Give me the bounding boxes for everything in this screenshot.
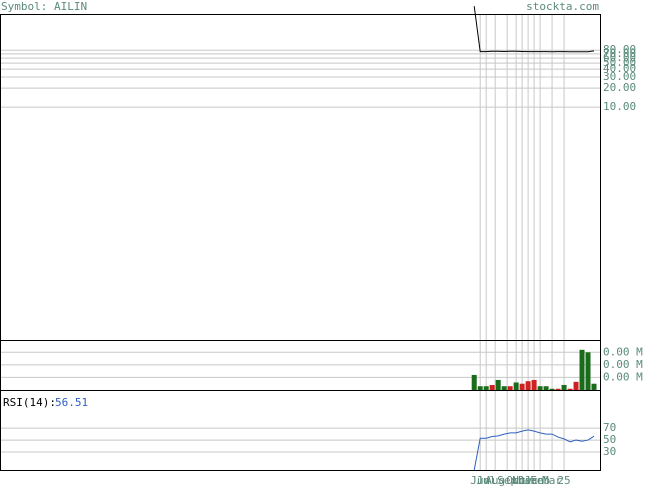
x-tick-label: Aug bbox=[485, 474, 505, 486]
x-tick-label: Mar bbox=[542, 474, 562, 486]
volume-bar bbox=[567, 388, 573, 390]
y-tick-label: 50 bbox=[603, 433, 616, 446]
price-line bbox=[473, 6, 595, 53]
x-tick-label: Feb bbox=[530, 474, 550, 486]
volume-bar bbox=[591, 383, 597, 390]
y-tick-label: 10.00 bbox=[603, 100, 636, 113]
volume-bar bbox=[531, 379, 537, 390]
x-tick-label: Jul bbox=[476, 474, 496, 486]
volume-bar bbox=[537, 386, 543, 390]
rsi-last: 56.51 bbox=[55, 396, 88, 409]
site-label: stockta.com bbox=[526, 0, 599, 13]
y-tick-label: 40.00 bbox=[603, 62, 636, 75]
volume-bar bbox=[483, 386, 489, 390]
volume-bar bbox=[573, 381, 579, 390]
volume-bar bbox=[555, 388, 561, 390]
volume-bar bbox=[501, 386, 507, 390]
volume-bar bbox=[495, 379, 501, 390]
volume-bar bbox=[525, 381, 531, 390]
x-tick-label: Dec bbox=[518, 474, 538, 486]
volume-bar bbox=[471, 374, 477, 390]
y-tick-label: 30 bbox=[603, 445, 616, 458]
x-tick-label: Jan bbox=[524, 474, 544, 486]
volume-bar bbox=[549, 388, 555, 390]
x-tick-label: Oct bbox=[506, 474, 526, 486]
volume-bar bbox=[489, 384, 495, 390]
panel-frame bbox=[0, 340, 601, 391]
y-tick-label: 30.00 bbox=[603, 70, 636, 83]
volume-bar bbox=[507, 386, 513, 390]
y-tick-label: 70.00 bbox=[603, 47, 636, 60]
volume-bar bbox=[579, 349, 585, 390]
rsi-label: RSI(14): bbox=[3, 396, 56, 409]
x-tick-label: 25 bbox=[557, 474, 570, 486]
y-tick-label: 80.00 bbox=[603, 43, 636, 56]
volume-bar bbox=[543, 386, 549, 390]
y-tick-label: 70 bbox=[603, 421, 616, 434]
y-tick-label: 50.00 bbox=[603, 56, 636, 69]
volume-bar bbox=[513, 382, 519, 390]
panel-frame bbox=[0, 390, 601, 471]
y-tick-label: 20.00 bbox=[603, 81, 636, 94]
volume-bar bbox=[519, 383, 525, 390]
y-tick-label: 60.00 bbox=[603, 51, 636, 64]
x-tick-label: Nov bbox=[512, 474, 532, 486]
y-tick-label: 0.00 M bbox=[603, 345, 643, 358]
y-tick-label: 0.00 M bbox=[603, 358, 643, 371]
volume-bar bbox=[477, 386, 483, 390]
x-tick-label: Jun bbox=[470, 474, 490, 486]
x-tick-label: Sep bbox=[497, 474, 517, 486]
y-tick-label: 0.00 M bbox=[603, 370, 643, 383]
volume-bar bbox=[561, 384, 567, 390]
symbol-label: Symbol: AILIN bbox=[1, 0, 87, 13]
rsi-line bbox=[473, 429, 595, 471]
volume-bar bbox=[585, 352, 591, 390]
